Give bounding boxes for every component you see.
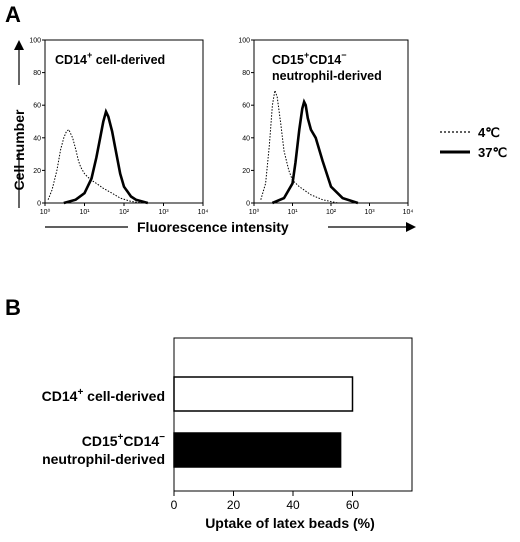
series-4c-curve [260,88,338,204]
x-tick-label: 10⁰ [40,208,51,216]
y-tick-label: 20 [33,168,41,175]
series-4c-curve [47,128,143,204]
histogram-cd15-cd14neg: CD15+CD14− neutrophil-derived 0 20 40 60 80 1… [238,38,413,217]
y-tick-label: 40 [242,135,250,142]
x-tick-label: 10³ [364,209,375,216]
y-tick-label: 40 [33,135,41,142]
x-tick-label: 10⁴ [403,209,414,216]
y-tick-label: 100 [238,38,250,45]
bar-cd14 [173,376,354,412]
y-tick-label: 80 [242,70,250,77]
series-37c-curve [271,98,359,205]
legend-label-4c: 4℃ [478,125,500,140]
x-tick-label: 10³ [158,209,169,216]
histogram-label: CD14+ cell-derived [55,50,165,67]
x-tick-label: 10² [326,209,337,216]
x-tick-label: 60 [346,498,360,512]
histogram-label-line1: CD15+CD14− [272,50,346,67]
series-37c-curve [63,107,149,205]
plot-frame [173,337,413,492]
x-tick-label: 10² [119,209,130,216]
y-tick-label: 60 [242,103,250,110]
y-tick-label: 0 [246,201,250,208]
y-tick-label: 100 [29,38,41,45]
legend-label-37c: 37℃ [478,145,507,160]
y-tick-label: 0 [37,201,41,208]
x-tick-label: 20 [227,498,241,512]
x-tick-label: 40 [286,498,300,512]
bar-cd15-cd14neg [173,432,342,468]
bar-chart-uptake: CD14+ cell-derived CD15+CD14− neutrophil… [42,337,413,531]
x-axis-title-group: Fluorescence intensity [45,219,416,235]
x-tick-label: 10⁴ [198,209,209,216]
y-axis-title-group: Cell number [11,40,27,208]
x-tick-label: 10¹ [79,209,90,216]
y-tick-label: 80 [33,70,41,77]
x-tick-label: 0 [171,498,178,512]
histogram-label-line2: neutrophil-derived [272,69,382,83]
category-label-cd14: CD14+ cell-derived [42,387,165,404]
histogram-cd14: CD14+ cell-derived 0 20 40 60 80 100 10⁰ 10¹ 10²… [29,38,208,217]
y-tick-label: 60 [33,103,41,110]
panel-b-letter: B [5,295,21,320]
x-tick-label: 10⁰ [249,208,260,216]
category-label-cd15-line1: CD15+CD14− [82,432,165,449]
panel-a-letter: A [5,2,21,27]
x-tick-label: 10¹ [287,209,298,216]
legend: 4℃ 37℃ [440,125,507,160]
y-axis-title: Cell number [11,109,27,190]
x-axis-label-b: Uptake of latex beads (%) [205,515,375,531]
category-label-cd15-line2: neutrophil-derived [42,451,165,467]
x-axis-title: Fluorescence intensity [137,219,289,235]
y-tick-label: 20 [242,168,250,175]
